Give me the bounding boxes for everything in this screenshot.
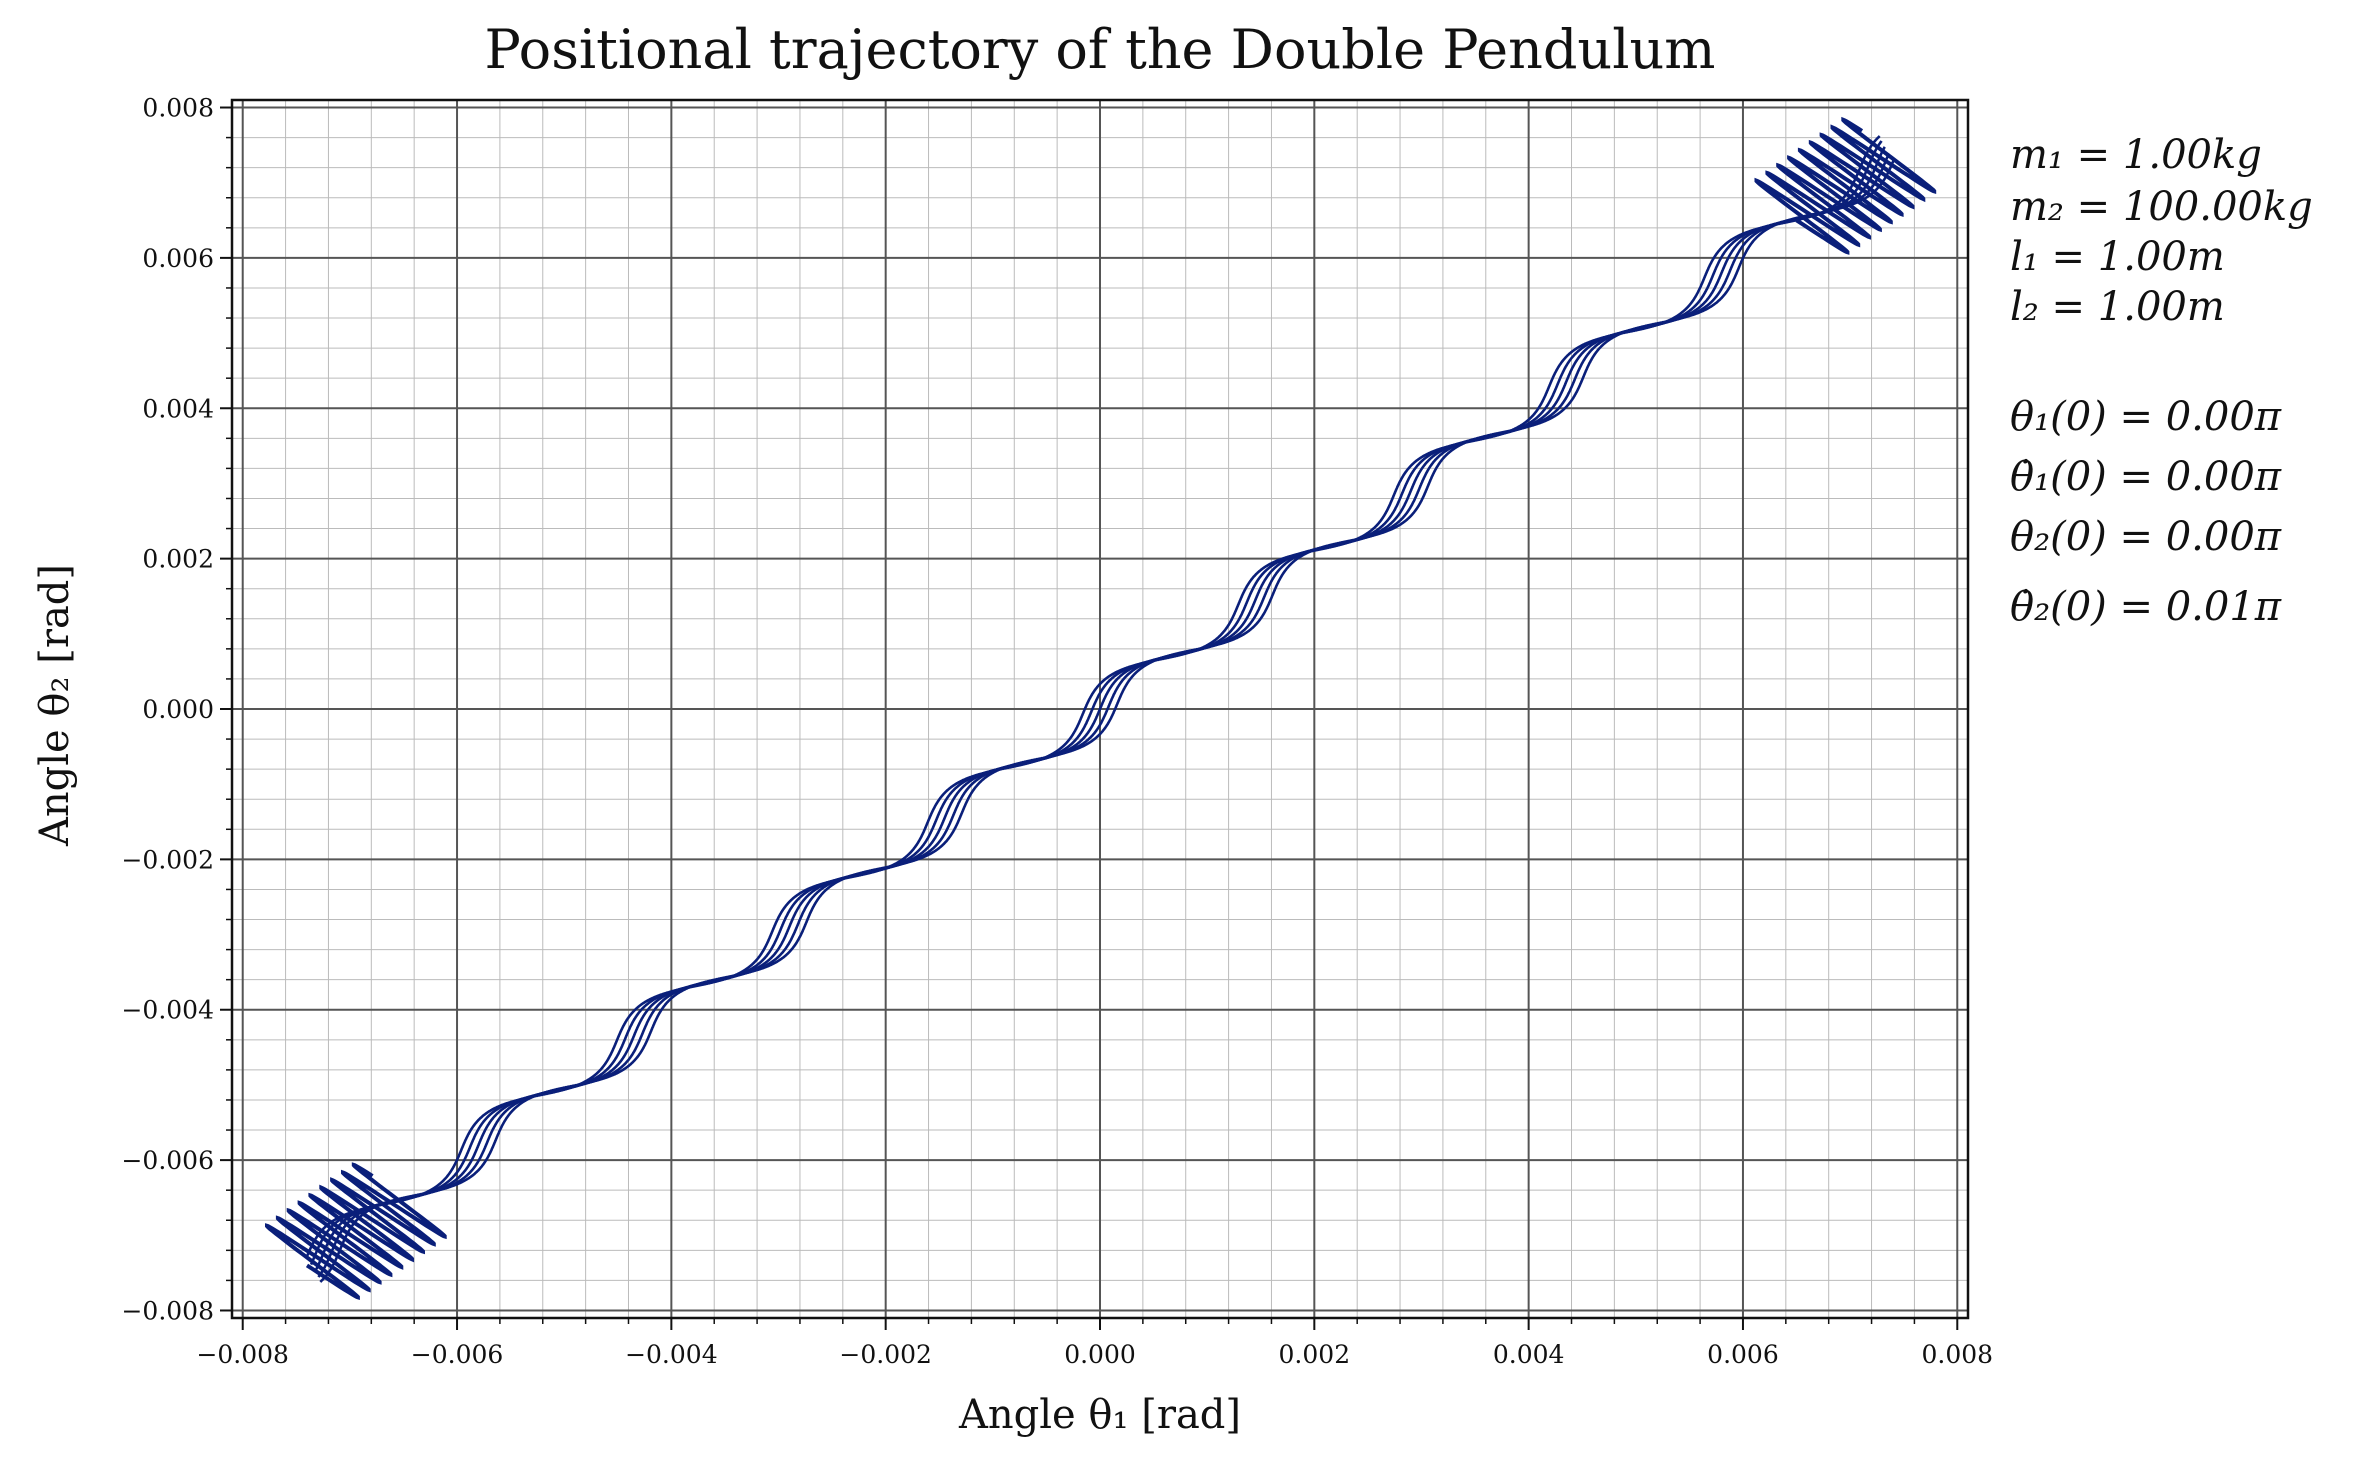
- x-tick-label: −0.006: [411, 1340, 504, 1369]
- param-annotation: m₂ = 100.00kg: [2010, 184, 2313, 230]
- param-annotation: m₁ = 1.00kg: [2010, 132, 2262, 178]
- plot-area: −0.008 −0.006 −0.004 −0.002 0.000 0.002 0.004 0…: [121, 94, 1993, 1369]
- y-tick-label: 0.006: [142, 244, 214, 273]
- y-tick-label: 0.008: [142, 94, 214, 123]
- x-tick-label: −0.002: [839, 1340, 932, 1369]
- y-tick-label: 0.000: [142, 695, 214, 724]
- y-tick-label: −0.006: [121, 1146, 214, 1175]
- trajectory-line: [317, 152, 1891, 1278]
- x-tick-label: 0.000: [1064, 1340, 1136, 1369]
- param-annotation: θ̇₁(0) = 0.00π: [2010, 454, 2282, 500]
- x-tick-label: 0.004: [1493, 1340, 1565, 1369]
- y-tick-label: −0.004: [121, 996, 214, 1025]
- x-tick-label: 0.006: [1707, 1340, 1779, 1369]
- x-tick-label: 0.008: [1921, 1340, 1993, 1369]
- series-group: [265, 116, 1937, 1300]
- y-tick-label: −0.008: [121, 1296, 214, 1325]
- trajectory-line: [305, 135, 1881, 1259]
- param-annotation: l₁ = 1.00m: [2010, 234, 2225, 280]
- x-axis-label: Angle θ₁ [rad]: [958, 1392, 1241, 1438]
- x-ticks: −0.008 −0.006 −0.004 −0.002 0.000 0.002 0.004 0…: [196, 1318, 1993, 1369]
- trajectory-end-wiggle: [265, 1162, 447, 1300]
- param-annotation: l₂ = 1.00m: [2010, 284, 2225, 330]
- trajectory-line: [309, 140, 1883, 1266]
- y-tick-label: −0.002: [121, 845, 214, 874]
- y-tick-label: 0.002: [142, 545, 214, 574]
- x-tick-label: −0.008: [196, 1340, 289, 1369]
- param-annotation: θ₁(0) = 0.00π: [2010, 394, 2282, 440]
- x-tick-label: −0.004: [625, 1340, 718, 1369]
- chart-title: Positional trajectory of the Double Pend…: [485, 18, 1716, 81]
- y-ticks: −0.008 −0.006 −0.004 −0.002 0.000 0.002 0.004 0…: [121, 94, 232, 1325]
- y-axis-label: Angle θ₂ [rad]: [32, 564, 78, 847]
- param-annotation: θ̇₂(0) = 0.01π: [2010, 584, 2282, 630]
- trajectory-end-wiggle: [1754, 116, 1937, 255]
- major-grid: [232, 100, 1968, 1318]
- x-tick-label: 0.002: [1279, 1340, 1351, 1369]
- y-tick-label: 0.004: [142, 394, 214, 423]
- param-annotation: θ₂(0) = 0.00π: [2010, 514, 2282, 560]
